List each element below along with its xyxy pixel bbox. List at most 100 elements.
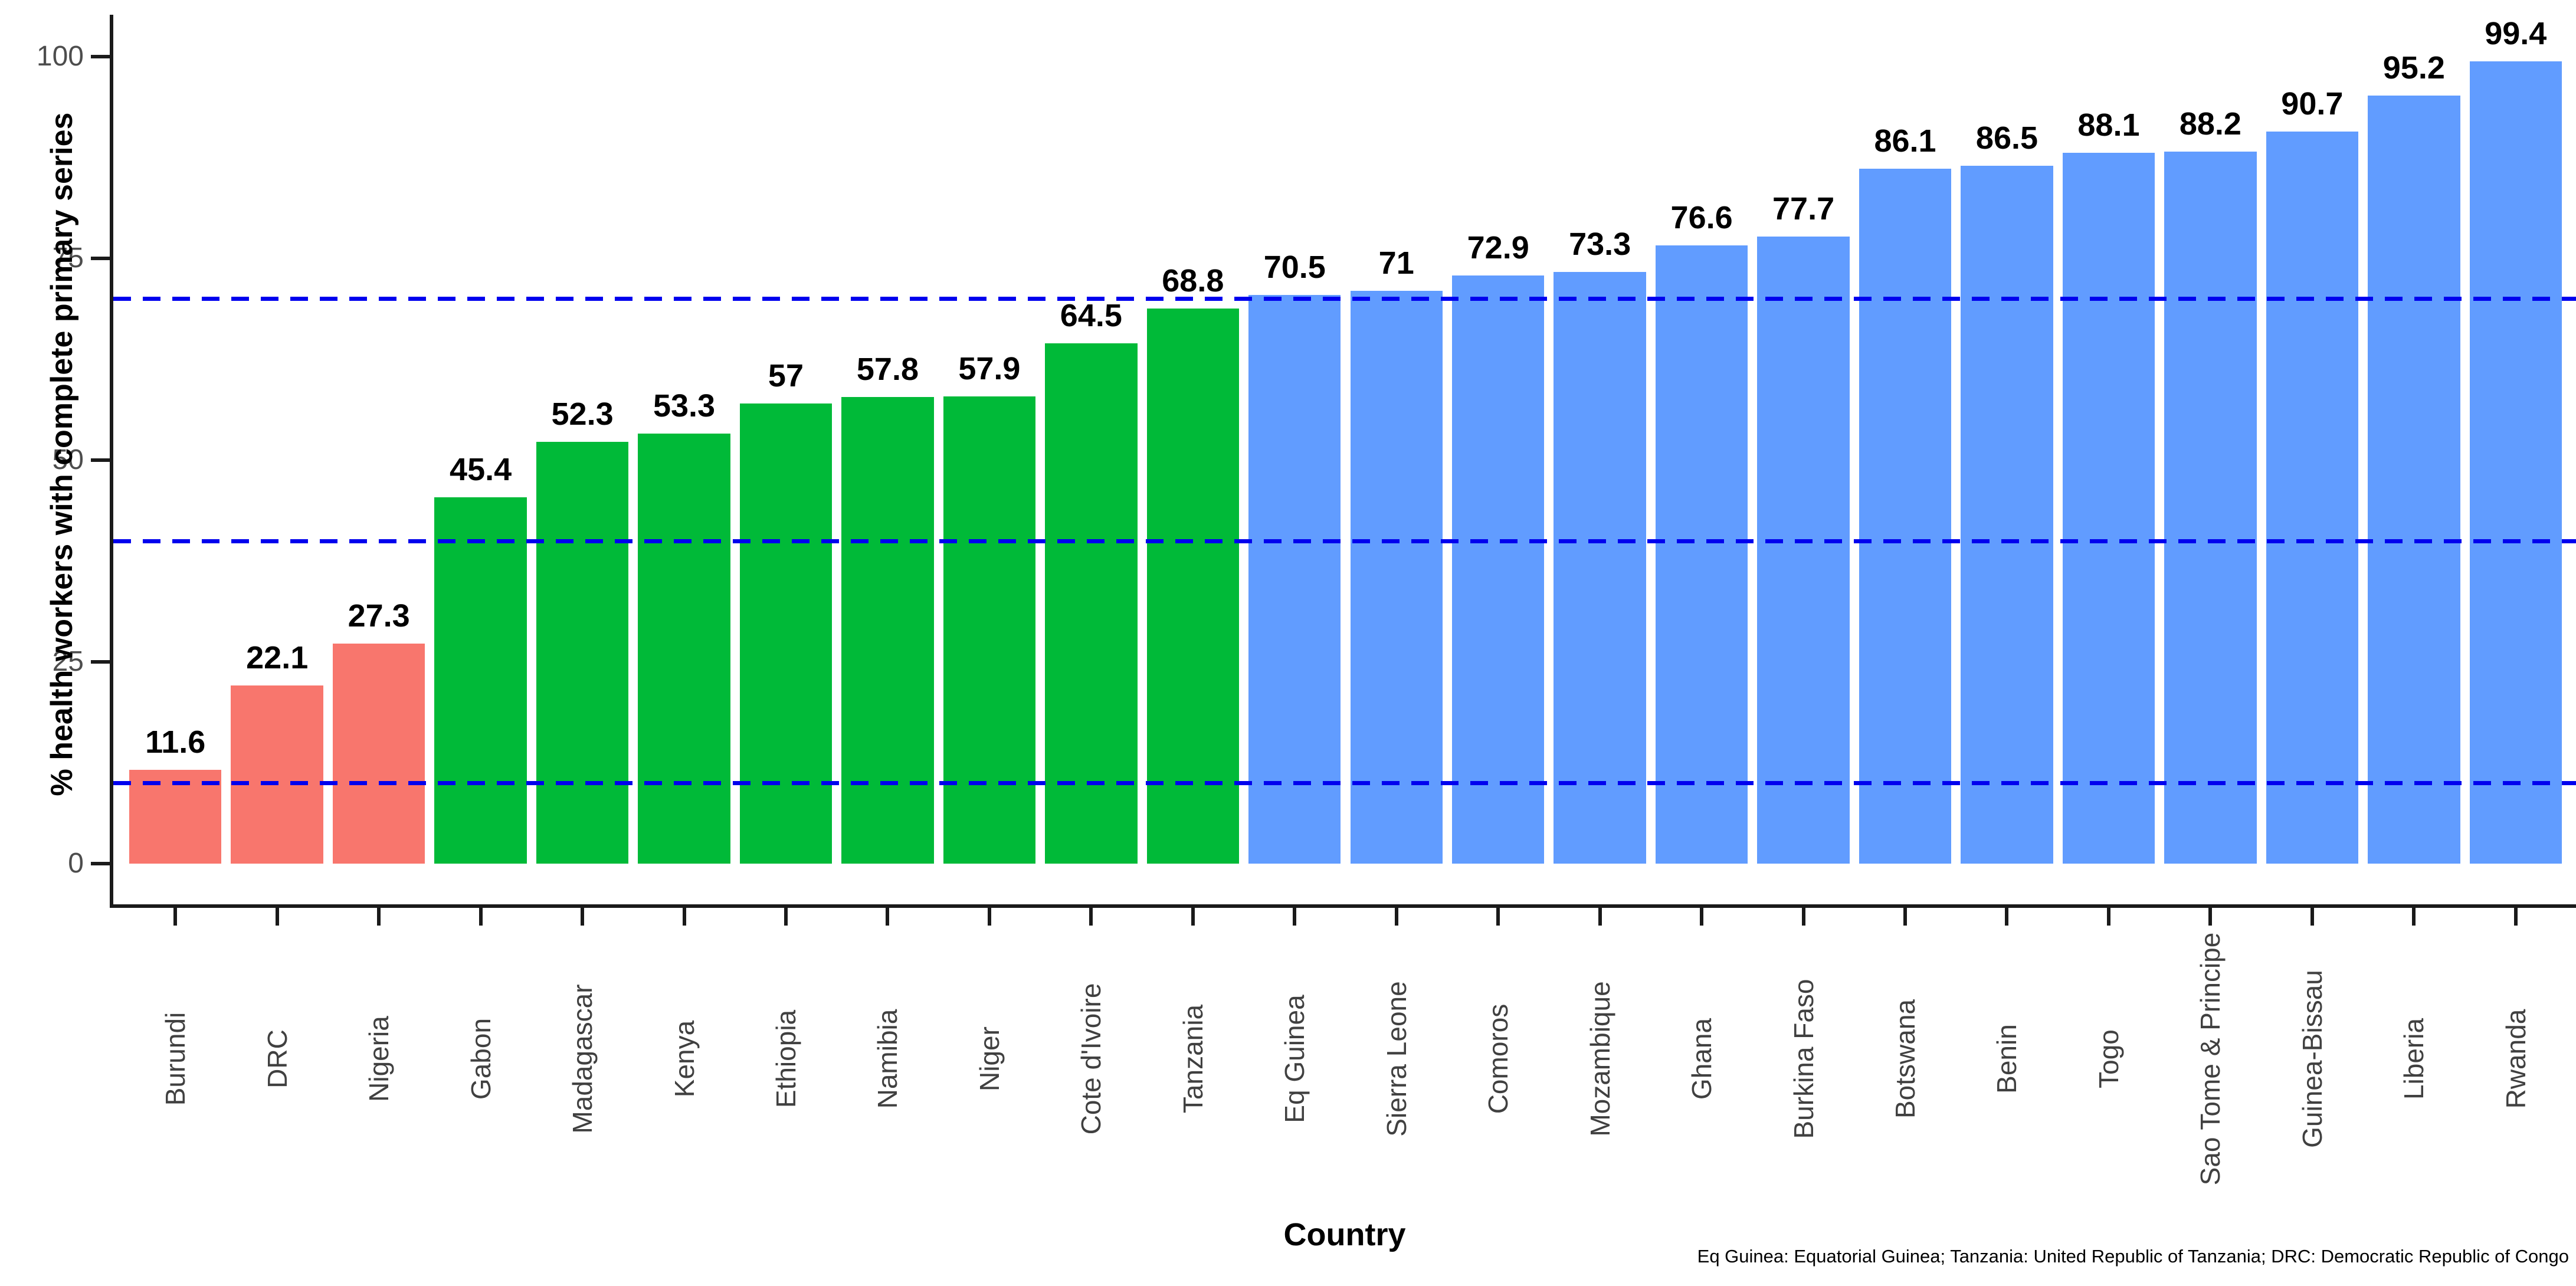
bar-value-label: 64.5: [1060, 297, 1122, 333]
bar-value-label: 57: [768, 358, 804, 394]
x-tick-label: Ghana: [1686, 1018, 1718, 1100]
y-tick-label: 100: [36, 41, 84, 72]
bar-value-label: 70.5: [1263, 249, 1326, 285]
bar: [1248, 294, 1341, 864]
bar-value-label: 53.3: [653, 388, 716, 424]
x-axis-line: [110, 904, 2576, 908]
x-tick-label: Mozambique: [1584, 981, 1615, 1137]
bar: [943, 396, 1036, 864]
bar-value-label: 90.7: [2281, 86, 2344, 122]
x-tick: [2412, 908, 2416, 926]
x-tick-label: Burkina Faso: [1788, 979, 1819, 1139]
reference-line: [113, 297, 2576, 301]
bar-value-label: 27.3: [348, 598, 410, 634]
x-tick-label: Togo: [2093, 1029, 2124, 1088]
x-tick-label: Tanzania: [1177, 1004, 1208, 1114]
x-tick: [1293, 908, 1297, 926]
x-tick: [275, 908, 279, 926]
y-tick: [91, 257, 110, 260]
bar: [1757, 237, 1850, 864]
y-tick-label: 25: [52, 646, 84, 677]
bar-value-label: 88.1: [2077, 107, 2140, 143]
x-tick: [479, 908, 483, 926]
bar: [536, 441, 629, 864]
bar-value-label: 86.1: [1874, 123, 1936, 159]
x-tick: [2208, 908, 2213, 926]
bar-value-label: 77.7: [1772, 191, 1835, 227]
bar: [1045, 343, 1138, 864]
bar: [332, 643, 425, 864]
x-tick: [1089, 908, 1093, 926]
y-axis-title: % health workers with complete primary s…: [45, 112, 79, 796]
bar: [1350, 290, 1443, 864]
reference-line: [113, 539, 2576, 543]
x-tick: [2106, 908, 2110, 926]
bar-value-label: 71: [1378, 245, 1414, 281]
chart-footnote: Eq Guinea: Equatorial Guinea; Tanzania: …: [1697, 1246, 2569, 1267]
x-tick-label: Liberia: [2398, 1018, 2430, 1100]
x-tick-label: Namibia: [872, 1009, 903, 1109]
y-tick-label: 50: [52, 444, 84, 475]
y-tick: [91, 862, 110, 865]
x-tick: [173, 908, 178, 926]
x-tick-label: Botswana: [1890, 999, 1921, 1119]
x-tick-label: Sierra Leone: [1381, 981, 1412, 1137]
bar-value-label: 22.1: [246, 639, 309, 675]
x-tick: [2513, 908, 2518, 926]
x-tick: [581, 908, 585, 926]
bar: [1655, 245, 1748, 864]
bar-value-label: 95.2: [2382, 50, 2445, 86]
bar-value-label: 57.9: [958, 350, 1021, 386]
bar-value-label: 52.3: [551, 396, 614, 432]
bar-value-label: 73.3: [1569, 227, 1631, 263]
y-tick: [91, 458, 110, 462]
x-tick: [682, 908, 686, 926]
bar-value-label: 76.6: [1670, 200, 1733, 236]
x-tick: [987, 908, 991, 926]
bar: [1554, 272, 1646, 864]
x-tick-label: DRC: [261, 1029, 293, 1088]
bar: [1451, 275, 1545, 864]
x-tick-label: Niger: [974, 1026, 1005, 1091]
x-tick: [2005, 908, 2009, 926]
x-tick-label: Burundi: [160, 1012, 191, 1106]
x-tick-label: Ethiopia: [770, 1009, 801, 1108]
x-tick: [377, 908, 381, 926]
x-tick: [1903, 908, 1908, 926]
x-tick-label: Madagascar: [567, 984, 598, 1134]
y-axis-line: [110, 15, 113, 908]
bar: [1859, 169, 1952, 864]
y-tick: [91, 660, 110, 664]
x-tick: [1801, 908, 1805, 926]
x-tick-label: Rwanda: [2500, 1009, 2531, 1109]
x-tick: [1700, 908, 1704, 926]
x-tick-label: Kenya: [668, 1020, 700, 1098]
bar-value-label: 88.2: [2179, 106, 2241, 142]
y-tick-label: 0: [68, 848, 84, 879]
bar: [129, 770, 222, 864]
bar: [841, 397, 934, 864]
y-tick: [91, 55, 110, 58]
x-tick: [1598, 908, 1602, 926]
bar: [231, 685, 323, 864]
bar: [739, 403, 833, 864]
bar: [2062, 152, 2155, 864]
bar-value-label: 86.5: [1975, 120, 2038, 156]
x-tick: [1191, 908, 1195, 926]
x-tick: [784, 908, 788, 926]
bar: [2469, 61, 2562, 864]
x-tick: [1496, 908, 1500, 926]
x-tick-label: Guinea-Bissau: [2296, 970, 2328, 1148]
bar-value-label: 11.6: [145, 724, 206, 760]
bar: [434, 497, 527, 864]
x-tick-label: Nigeria: [363, 1016, 395, 1102]
y-tick-label: 75: [52, 242, 84, 274]
reference-line: [113, 781, 2576, 786]
bar: [2368, 95, 2460, 864]
bar: [2266, 132, 2359, 864]
bar: [1146, 308, 1240, 864]
x-tick-label: Eq Guinea: [1279, 995, 1310, 1123]
x-tick: [1394, 908, 1398, 926]
x-tick-label: Benin: [1991, 1024, 2023, 1094]
